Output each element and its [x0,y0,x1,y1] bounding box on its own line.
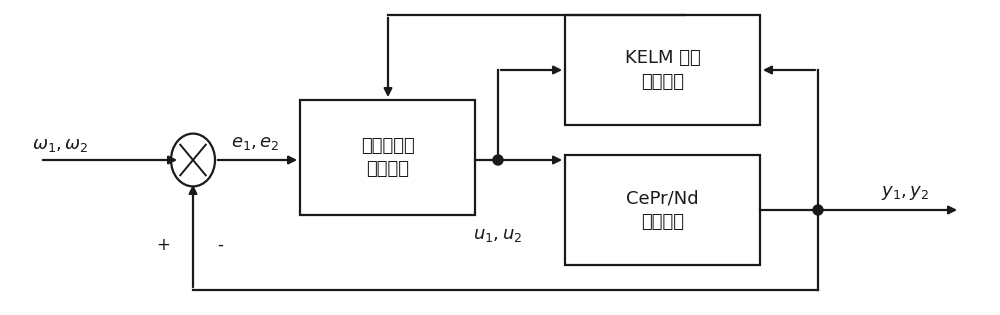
Circle shape [493,155,503,165]
Text: $y_1, y_2$: $y_1, y_2$ [881,184,929,202]
Circle shape [813,205,823,215]
Text: KELM 组分
含量模型: KELM 组分 含量模型 [625,49,700,91]
Text: +: + [156,236,170,254]
Bar [565,15,760,125]
Text: $\omega_1, \omega_2$: $\omega_1, \omega_2$ [32,136,88,154]
Text: 广义预测解
耦控制器: 广义预测解 耦控制器 [361,137,414,178]
Bar [300,100,475,215]
Text: CePr/Nd
萌取过程: CePr/Nd 萌取过程 [626,189,699,231]
Text: $e_1, e_2$: $e_1, e_2$ [231,134,279,152]
Bar [565,155,760,265]
Text: $u_1, u_2$: $u_1, u_2$ [473,226,523,244]
Text: -: - [217,236,223,254]
